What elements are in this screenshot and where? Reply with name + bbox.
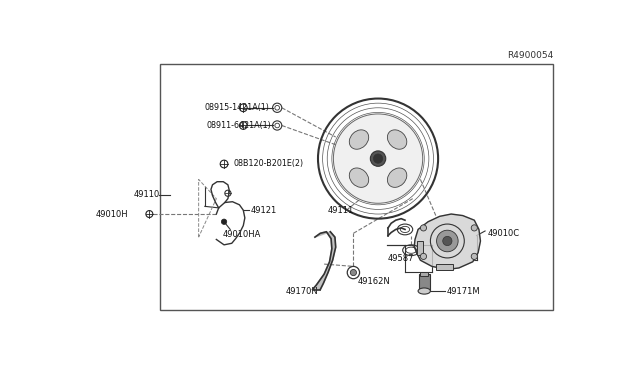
Text: 49010H: 49010H (95, 209, 128, 218)
Circle shape (443, 236, 452, 246)
Text: 49110: 49110 (134, 190, 160, 199)
Text: 49171M: 49171M (447, 286, 480, 295)
Circle shape (420, 225, 427, 231)
Text: 49121: 49121 (251, 206, 277, 215)
Bar (160, 64, 553, 310)
Text: 49010HA: 49010HA (223, 230, 261, 239)
Bar (419, 274, 429, 291)
Bar (420, 272, 428, 276)
Circle shape (471, 225, 477, 231)
Bar (417, 241, 424, 255)
Ellipse shape (349, 168, 369, 187)
Text: 49587: 49587 (387, 254, 414, 263)
Circle shape (471, 253, 477, 260)
Circle shape (333, 114, 422, 203)
Circle shape (373, 154, 383, 163)
Circle shape (436, 230, 458, 252)
Text: 49010C: 49010C (488, 229, 520, 238)
Text: R4900054: R4900054 (508, 51, 554, 60)
Ellipse shape (387, 130, 407, 149)
Circle shape (221, 219, 227, 224)
Ellipse shape (349, 130, 369, 149)
Ellipse shape (418, 288, 431, 294)
Text: 08911-6421A(1): 08911-6421A(1) (206, 121, 271, 130)
Text: 08B120-B201E(2): 08B120-B201E(2) (234, 160, 303, 169)
Text: 49170N: 49170N (285, 286, 319, 295)
Polygon shape (414, 214, 481, 269)
Circle shape (371, 151, 386, 166)
Text: 49111: 49111 (328, 206, 355, 215)
Ellipse shape (387, 168, 407, 187)
Bar (436, 264, 452, 270)
Text: 49162N: 49162N (357, 277, 390, 286)
Circle shape (350, 269, 356, 276)
Circle shape (420, 253, 427, 260)
Text: 08915-1421A(1): 08915-1421A(1) (205, 103, 269, 112)
Polygon shape (312, 232, 336, 289)
